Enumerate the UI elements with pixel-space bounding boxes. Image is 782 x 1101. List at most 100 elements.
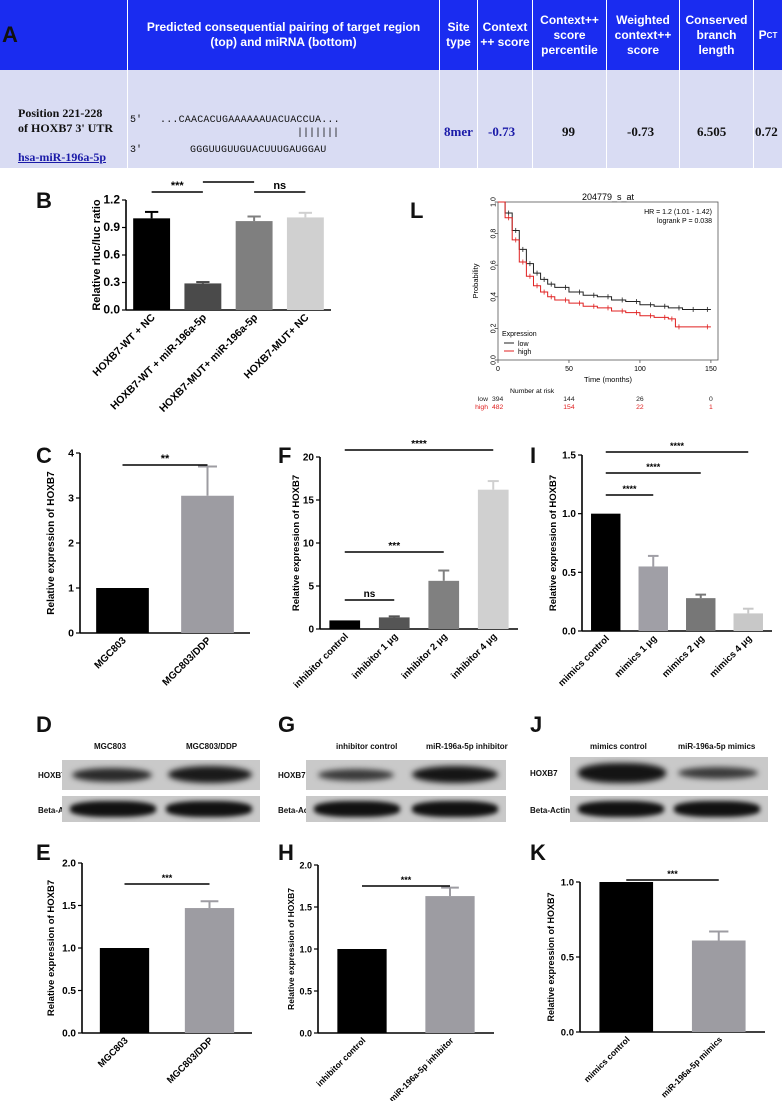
chart-c-hoxb7: 0 1 2 3 4 Relative expression of HOXB7 MGC803 M… bbox=[46, 448, 250, 688]
site-type-value: 8mer bbox=[444, 124, 473, 139]
y-axis-label: Relative expression of HOXB7 bbox=[46, 471, 57, 615]
x-category-label: mimics control bbox=[556, 633, 612, 689]
y-tick-label: 5 bbox=[308, 582, 314, 593]
risk-value: 482 bbox=[492, 404, 504, 411]
y-tick-label: 1.0 bbox=[561, 878, 574, 889]
bar bbox=[133, 218, 171, 310]
y-tick-label: 4 bbox=[68, 448, 74, 460]
y-tick-label: 0.0 bbox=[491, 355, 498, 365]
y-tick-label: 1 bbox=[68, 583, 74, 595]
branch-length-value: 6.505 bbox=[697, 124, 727, 139]
context-score-value: -0.73 bbox=[488, 124, 516, 139]
bar bbox=[184, 908, 235, 1033]
x-tick-label: 0 bbox=[496, 366, 500, 373]
targetscan-table: A Predicted consequential pairing of tar… bbox=[0, 0, 782, 168]
significance-label: **** bbox=[622, 484, 637, 494]
blot-j-lane-1: mimics control bbox=[590, 742, 647, 751]
y-axis-label: Relative expression of HOXB7 bbox=[46, 880, 57, 1016]
mirna-sequence: GGGUUGUUGUACUUUGAUGGAU bbox=[190, 145, 327, 156]
y-axis-label: Relative rluc/luc ratio bbox=[91, 199, 103, 311]
blot-d-actin-strip bbox=[62, 796, 260, 822]
panel-letter-h: H bbox=[278, 840, 294, 865]
y-tick-label: 0.0 bbox=[561, 1028, 574, 1039]
y-tick-label: 2.0 bbox=[62, 859, 76, 870]
context-percentile-value: 99 bbox=[562, 124, 575, 139]
significance-label: *** bbox=[667, 869, 678, 879]
y-tick-label: 0.0 bbox=[299, 1029, 312, 1039]
hr-annotation: HR = 1.2 (1.01 - 1.42) bbox=[644, 209, 712, 216]
row-cell-position bbox=[0, 70, 128, 168]
y-axis-label: Relative expression of HOXB7 bbox=[291, 475, 302, 611]
bar bbox=[235, 221, 273, 310]
x-tick-label: 50 bbox=[565, 366, 573, 373]
significance-label: *** bbox=[388, 541, 400, 552]
y-tick-label: 0.5 bbox=[62, 986, 76, 997]
bar bbox=[477, 489, 509, 629]
y-tick-label: 0.9 bbox=[103, 220, 120, 234]
header-context-score: Context ++ score bbox=[478, 0, 533, 70]
header-weighted-context: Weighted context++ score bbox=[607, 0, 680, 70]
y-tick-label: 0 bbox=[68, 628, 74, 640]
x-tick-label: 100 bbox=[634, 366, 646, 373]
y-tick-label: 1.0 bbox=[491, 197, 498, 207]
plot-frame bbox=[497, 201, 719, 361]
significance-label: ** bbox=[161, 453, 170, 465]
blot-g-lane-1: inhibitor control bbox=[336, 742, 398, 751]
blot-j-actin-strip bbox=[570, 796, 768, 822]
blot-j-row-1: HOXB7 bbox=[530, 769, 558, 778]
header-pct-sub: CT bbox=[766, 30, 778, 40]
chart-l-survival: 204779_s_at 0.0 0.2 0.4 0.6 0.8 1.0 0 50 100 150 Ti… bbox=[471, 192, 719, 411]
panel-letter-j: J bbox=[530, 712, 543, 737]
legend-label: low bbox=[518, 341, 529, 348]
chart-i-mimics: 0.0 0.5 1.0 1.5 Relative expression of HOXB7… bbox=[548, 441, 772, 689]
risk-table-header: Number at risk bbox=[510, 388, 555, 395]
significance-label: **** bbox=[670, 441, 685, 451]
target-sequence: ...CAACACUGAAAAAAUACUACCUA... bbox=[160, 115, 340, 126]
mirna-link[interactable]: hsa-miR-196a-5p bbox=[18, 150, 107, 164]
y-tick-label: 1.2 bbox=[103, 193, 120, 207]
risk-value: 22 bbox=[636, 404, 644, 411]
header-site-type: Site type bbox=[440, 0, 478, 70]
significance-label: *** bbox=[401, 875, 412, 885]
blot-d-lane-1: MGC803 bbox=[94, 742, 127, 751]
y-tick-label: 0.6 bbox=[103, 248, 120, 262]
significance-label: **** bbox=[220, 180, 238, 182]
blot-d-row-1: HOXB7 bbox=[38, 771, 66, 780]
bar bbox=[599, 882, 654, 1032]
bar bbox=[638, 566, 668, 631]
five-prime-label: 5' bbox=[130, 115, 143, 126]
panel-letter-c: C bbox=[36, 443, 52, 468]
x-axis-label: Time (months) bbox=[584, 375, 633, 384]
significance-label: **** bbox=[411, 440, 427, 450]
bar bbox=[425, 896, 475, 1033]
y-axis-label: Relative expression of HOXB7 bbox=[546, 892, 556, 1021]
blot-band bbox=[674, 801, 760, 817]
blot-d-hoxb7-strip bbox=[62, 760, 260, 790]
bar bbox=[99, 948, 150, 1033]
blot-band bbox=[72, 768, 152, 782]
bar bbox=[591, 513, 621, 631]
x-category-label: inhibitor 1 μg bbox=[350, 631, 400, 681]
chart-e-hoxb7: 0.0 0.5 1.0 1.5 2.0 Relative expression of HO… bbox=[46, 859, 252, 1086]
x-category-label: MGC803/DDP bbox=[165, 1035, 216, 1086]
weighted-value: -0.73 bbox=[627, 124, 655, 139]
panel-letter-f: F bbox=[278, 443, 292, 468]
y-tick-label: 0 bbox=[308, 625, 314, 636]
blot-g-row-1: HOXB7 bbox=[278, 771, 306, 780]
header-pairing: Predicted consequential pairing of targe… bbox=[128, 0, 440, 70]
panel-letter-b: B bbox=[36, 188, 52, 213]
panel-letter-d: D bbox=[36, 712, 52, 737]
y-tick-label: 1.5 bbox=[562, 451, 576, 462]
significance-label: *** bbox=[162, 873, 173, 883]
survival-curve-high bbox=[498, 201, 711, 328]
blot-band bbox=[578, 801, 664, 817]
header-pct: P CT bbox=[754, 0, 782, 70]
y-tick-label: 1.0 bbox=[562, 509, 576, 520]
panel-letter-g: G bbox=[278, 712, 296, 737]
x-category-label: inhibitor control bbox=[292, 631, 351, 690]
row-cell-context bbox=[478, 70, 533, 168]
y-tick-label: 0.4 bbox=[491, 292, 498, 302]
y-axis-label: Relative expression of HOXB7 bbox=[548, 475, 559, 611]
